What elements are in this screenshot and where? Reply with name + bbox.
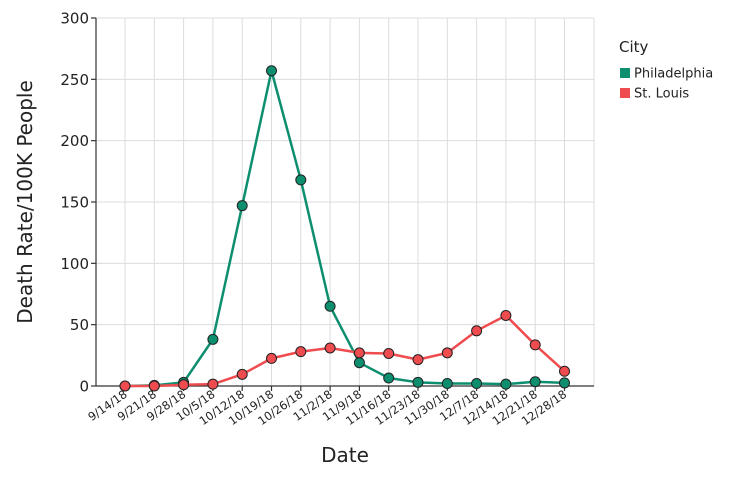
- data-point-philadelphia: [236, 200, 248, 212]
- y-tick-label: 250: [60, 71, 89, 89]
- y-ticks: 0 50 100 150 200 250 300: [60, 10, 96, 396]
- data-point-philadelphia: [471, 378, 483, 390]
- data-point-philadelphia: [324, 300, 336, 312]
- data-point-philadelphia: [383, 372, 395, 384]
- data-point-philadelphia: [441, 378, 453, 390]
- y-tick-label: 300: [60, 10, 89, 28]
- data-point-st-louis: [119, 380, 131, 392]
- y-tick-label: 0: [79, 378, 89, 396]
- data-point-philadelphia: [412, 376, 424, 388]
- y-tick-label: 100: [60, 255, 89, 273]
- data-point-philadelphia: [266, 65, 277, 77]
- data-point-st-louis: [266, 352, 277, 364]
- data-point-philadelphia: [559, 377, 570, 389]
- data-point-st-louis: [236, 368, 248, 380]
- data-point-st-louis: [295, 346, 307, 358]
- data-point-st-louis: [500, 309, 512, 321]
- legend: City Philadelphia St. Louis: [619, 38, 713, 102]
- legend-swatch-st-louis: [620, 88, 630, 98]
- y-tick-label: 200: [60, 132, 89, 150]
- data-point-st-louis: [471, 325, 483, 337]
- legend-title: City: [619, 38, 649, 56]
- y-tick-label: 150: [60, 194, 89, 212]
- legend-label-philadelphia: Philadelphia: [634, 67, 713, 82]
- data-point-philadelphia: [295, 174, 307, 186]
- legend-swatch-philadelphia: [620, 68, 630, 78]
- data-point-philadelphia: [529, 376, 541, 388]
- data-point-st-louis: [529, 339, 541, 351]
- data-point-philadelphia: [353, 357, 365, 369]
- data-point-st-louis: [148, 380, 160, 392]
- legend-label-st-louis: St. Louis: [634, 87, 689, 102]
- data-point-st-louis: [559, 365, 570, 377]
- series: [119, 65, 570, 392]
- data-point-st-louis: [412, 354, 424, 366]
- x-axis-title: Date: [321, 443, 369, 467]
- data-point-st-louis: [324, 342, 336, 354]
- data-point-philadelphia: [207, 333, 219, 345]
- data-point-st-louis: [441, 347, 453, 359]
- data-point-philadelphia: [500, 378, 512, 390]
- data-point-st-louis: [353, 347, 365, 359]
- series-line-st-louis: [125, 314, 566, 388]
- y-tick-label: 50: [70, 316, 89, 334]
- data-point-st-louis: [383, 347, 395, 359]
- data-point-st-louis: [207, 378, 219, 390]
- series-line-philadelphia: [124, 69, 565, 388]
- data-point-st-louis: [178, 379, 190, 391]
- grid: [96, 17, 595, 386]
- x-ticks: 9/14/189/21/189/28/1810/5/1810/12/1810/1…: [85, 386, 569, 428]
- y-axis-title: Death Rate/100K People: [13, 80, 37, 324]
